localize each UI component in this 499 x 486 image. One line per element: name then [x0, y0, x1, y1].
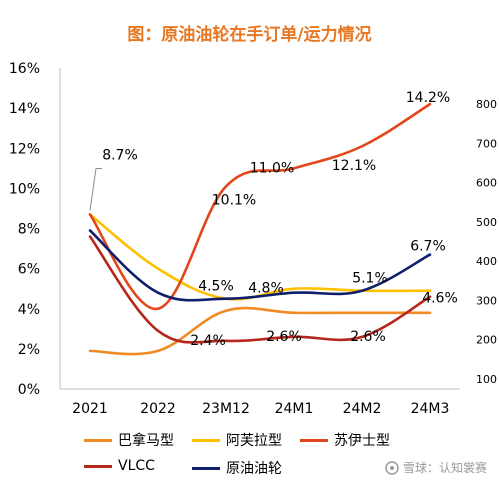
data-label: 11.0%: [250, 160, 294, 176]
y-right-axis: 100 200 300 400 500 600 700 800: [476, 98, 497, 386]
watermark: 雪球：认知裳赛: [385, 459, 487, 476]
y-right-tick-label: 800: [476, 98, 497, 111]
y-left-tick-label: 10%: [9, 181, 40, 197]
y-left-tick-label: 16%: [9, 61, 40, 77]
data-label: 10.1%: [212, 192, 256, 208]
y-right-tick-label: 200: [476, 334, 497, 347]
y-left-tick-label: 6%: [18, 262, 40, 278]
y-right-tick-label: 300: [476, 294, 497, 307]
data-label: 5.1%: [352, 271, 388, 287]
y-right-tick-label: 700: [476, 137, 497, 150]
y-right-tick-label: 400: [476, 255, 497, 268]
series-line: [88, 306, 432, 356]
x-tick-label: 2021: [72, 401, 108, 417]
x-tick-label: 24M2: [343, 401, 382, 417]
data-label: 8.7%: [102, 147, 138, 163]
data-label: 2.6%: [266, 329, 302, 345]
y-left-tick-label: 8%: [18, 222, 40, 238]
y-left-axis: 0% 2% 4% 6% 8% 10% 12% 14% 16%: [9, 61, 40, 398]
x-tick-label: 24M1: [275, 401, 314, 417]
data-label: 12.1%: [332, 158, 376, 174]
y-left-tick-label: 0%: [18, 382, 40, 398]
leader-lines: [89, 167, 102, 211]
data-label: 14.2%: [406, 90, 450, 106]
y-left-tick-label: 14%: [9, 101, 40, 117]
y-left-tick-label: 12%: [9, 141, 40, 157]
series-line: [88, 235, 432, 344]
x-tick-label: 2022: [140, 401, 176, 417]
y-right-tick-label: 600: [476, 177, 497, 190]
data-labels: 8.7% 4.5% 5.1% 10.1% 11.0% 12.1% 14.2% 2.4% 2.6%…: [102, 90, 458, 349]
x-tick-label: 23M12: [202, 401, 250, 417]
snowball-logo-icon: [385, 460, 399, 475]
x-tick-label: 24M3: [411, 401, 450, 417]
chart-title: 图：原油油轮在手订单/运力情况: [127, 25, 372, 45]
series-line: [88, 229, 432, 302]
data-label: 2.4%: [190, 333, 226, 349]
series-lines: [88, 102, 432, 356]
y-right-tick-label: 500: [476, 216, 497, 229]
y-left-tick-label: 4%: [18, 302, 40, 318]
watermark-text: 雪球：认知裳赛: [402, 461, 487, 475]
leader-line: [89, 167, 102, 211]
y-left-tick-label: 2%: [18, 342, 40, 358]
data-label: 6.7%: [410, 239, 446, 255]
data-label: 2.6%: [350, 329, 386, 345]
series-line: [88, 102, 432, 311]
y-right-tick-label: 100: [476, 373, 497, 386]
data-label: 4.8%: [248, 281, 284, 297]
data-label: 4.5%: [198, 279, 234, 295]
x-axis: 2021 2022 23M12 24M1 24M2 24M3: [72, 401, 449, 417]
data-label: 4.6%: [422, 291, 458, 307]
